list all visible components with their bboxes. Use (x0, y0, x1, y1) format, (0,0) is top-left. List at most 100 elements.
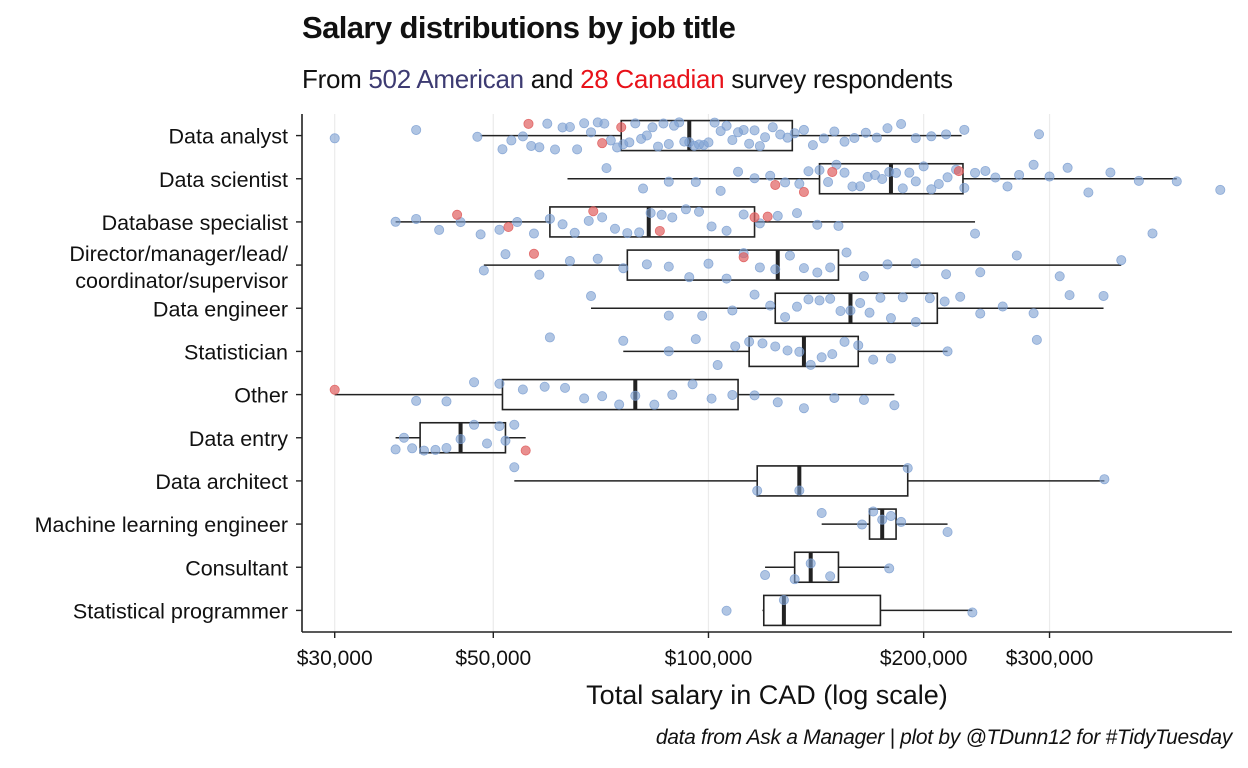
point-american (706, 393, 717, 404)
point-american (814, 165, 825, 176)
subtitle-canadian-count: 28 Canadian (580, 64, 725, 94)
point-american (789, 128, 800, 139)
point-american (569, 227, 580, 238)
point-american (441, 396, 452, 407)
point-american (812, 219, 823, 230)
point-american (825, 571, 836, 582)
point-american (970, 228, 981, 239)
point-american (721, 273, 732, 284)
point-american (885, 510, 896, 521)
point-american (897, 183, 908, 194)
point-american (825, 262, 836, 273)
point-american (845, 305, 856, 316)
point-american (1028, 159, 1039, 170)
boxplot-4 (591, 292, 1104, 325)
point-american (712, 360, 723, 371)
point-american (910, 133, 921, 144)
point-american (597, 391, 608, 402)
point-american (780, 312, 791, 323)
y-tick-label: Statistician (184, 340, 288, 364)
point-american (760, 570, 771, 581)
point-american (411, 213, 422, 224)
point-american (744, 138, 755, 149)
point-canadian (749, 212, 760, 223)
point-american (933, 178, 944, 189)
point-american (1083, 187, 1094, 198)
point-american (997, 301, 1008, 312)
y-tick-label: Data engineer (153, 297, 288, 321)
point-american (641, 130, 652, 141)
point-american (647, 122, 658, 133)
point-american (1034, 129, 1045, 140)
point-canadian (654, 225, 665, 236)
point-american (663, 346, 674, 357)
point-canadian (503, 221, 514, 232)
boxplot-8 (514, 465, 1105, 497)
point-american (784, 250, 795, 261)
point-american (528, 228, 539, 239)
boxplot-5 (623, 335, 948, 368)
point-canadian (827, 166, 838, 177)
point-american (803, 294, 814, 305)
y-tick-label: Data entry (189, 427, 288, 451)
point-american (1031, 334, 1042, 345)
point-american (586, 291, 597, 302)
point-american (772, 397, 783, 408)
y-tick-label: Director/manager/lead/coordinator/superv… (69, 242, 288, 293)
point-american (805, 359, 816, 370)
point-american (674, 117, 685, 128)
point-american (645, 207, 656, 218)
point-american (941, 269, 952, 280)
point-american (703, 137, 714, 148)
point-american (794, 178, 805, 189)
point-american (770, 264, 781, 275)
point-american (897, 292, 908, 303)
point-american (329, 133, 340, 144)
point-american (896, 516, 907, 527)
point-american (641, 259, 652, 270)
point-american (517, 131, 528, 142)
point-american (663, 176, 674, 187)
point-american (526, 140, 537, 151)
point-canadian (953, 166, 964, 177)
point-american (833, 220, 844, 231)
point-american (812, 267, 823, 278)
point-american (816, 352, 827, 363)
point-american (390, 444, 401, 455)
point-american (839, 136, 850, 147)
point-american (744, 336, 755, 347)
x-tick-label: $200,000 (880, 647, 968, 670)
point-american (557, 219, 568, 230)
box (774, 292, 939, 325)
point-american (721, 605, 732, 616)
point-american (778, 594, 789, 605)
x-tick-label: $30,000 (297, 647, 373, 670)
point-american (733, 166, 744, 177)
boxplot-11 (762, 594, 973, 627)
box (501, 378, 739, 411)
point-american (782, 345, 793, 356)
y-tick-label-line: Director/manager/lead/ (69, 242, 288, 266)
point-american (534, 269, 545, 280)
point-american (765, 300, 776, 311)
x-tick-label: $300,000 (1006, 647, 1094, 670)
point-american (910, 258, 921, 269)
y-tick-label: Consultant (185, 556, 288, 580)
point-american (855, 181, 866, 192)
point-american (738, 209, 749, 220)
point-american (687, 379, 698, 390)
point-american (871, 132, 882, 143)
point-american (754, 262, 765, 273)
point-american (792, 301, 803, 312)
subtitle-middle: and (523, 64, 581, 94)
point-american (823, 177, 834, 188)
point-american (818, 133, 829, 144)
point-american (694, 206, 705, 217)
point-american (407, 443, 418, 454)
point-american (706, 221, 717, 232)
point-american (703, 258, 714, 269)
point-american (667, 212, 678, 223)
y-tick-label-line: coordinator/supervisor (75, 269, 288, 293)
point-american (721, 225, 732, 236)
